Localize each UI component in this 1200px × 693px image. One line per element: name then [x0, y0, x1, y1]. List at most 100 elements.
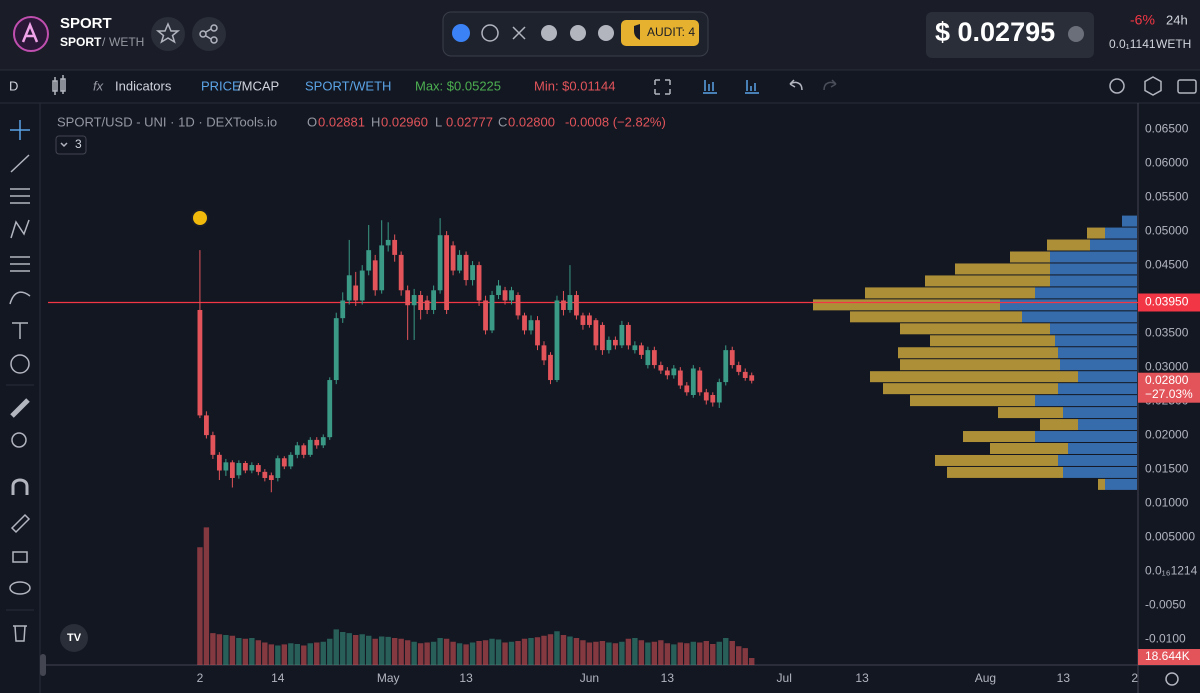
x-tick-label: 14: [271, 671, 285, 685]
plot: [48, 215, 1138, 665]
candle-body: [392, 239, 398, 255]
high-value: 0.02960: [381, 114, 428, 129]
trash-tool[interactable]: [13, 625, 27, 642]
volume-bar: [612, 643, 619, 665]
line-tool[interactable]: [10, 154, 30, 173]
candle-body: [509, 290, 514, 301]
volume-bar: [340, 632, 346, 665]
volume-bar: [242, 638, 249, 665]
pair-toggle[interactable]: SPORT/WETH: [305, 78, 391, 93]
candle-body: [223, 462, 229, 471]
volume-bar: [632, 638, 638, 665]
more-icon[interactable]: [598, 25, 614, 41]
volume-bar: [229, 635, 236, 665]
volume-bar: [690, 641, 697, 665]
volume-bar: [684, 643, 690, 665]
visibility-tool[interactable]: [9, 581, 31, 595]
undo-icon[interactable]: [789, 79, 803, 91]
pair-quote: WETH: [109, 35, 144, 49]
axis-settings-icon[interactable]: [1165, 672, 1179, 686]
draw-lock-tool[interactable]: [10, 513, 31, 534]
indicator-count: 3: [75, 137, 82, 151]
candle-body: [450, 245, 456, 271]
x-tick-label: Aug: [975, 671, 996, 685]
alert-icon[interactable]: [1109, 78, 1125, 94]
candle-body: [405, 290, 411, 306]
profile-icon[interactable]: [745, 80, 759, 94]
price-toggle[interactable]: PRICE: [201, 78, 241, 93]
profile-down: [1060, 359, 1137, 371]
volume-bar: [658, 640, 664, 665]
crosshair-tool[interactable]: [10, 120, 30, 140]
telegram-icon[interactable]: [541, 25, 557, 41]
profile-down: [1058, 454, 1137, 466]
mcap-toggle[interactable]: /MCAP: [238, 78, 279, 93]
volume-icon[interactable]: [703, 80, 717, 94]
volume-bar: [411, 641, 417, 665]
volume-bar: [223, 635, 229, 665]
volume-bar: [288, 643, 294, 665]
chart-type-icon[interactable]: [52, 75, 66, 95]
ruler-tool[interactable]: [10, 398, 30, 418]
y-tick-label: 0.05000: [1145, 223, 1189, 237]
lock-tool[interactable]: [12, 551, 28, 563]
price: $ 0.02795: [935, 17, 1055, 47]
text-tool[interactable]: [12, 322, 28, 339]
volume-bar: [502, 642, 508, 665]
indicator-toggle[interactable]: [55, 135, 87, 155]
pair-base: SPORT: [60, 35, 102, 49]
candle-body: [483, 300, 488, 331]
volume-bar: [742, 648, 748, 665]
candle-body: [229, 462, 235, 478]
emoji-tool[interactable]: [10, 354, 30, 374]
volume-bar: [333, 629, 339, 665]
volume-bar: [450, 641, 456, 665]
candle-body: [476, 265, 482, 301]
pattern-tool[interactable]: [10, 219, 30, 239]
candle-body: [528, 320, 534, 331]
magnet-tool[interactable]: [11, 478, 29, 495]
event-marker[interactable]: [191, 209, 209, 227]
volume-bar: [314, 642, 320, 665]
candle-body: [340, 300, 346, 319]
volume-bar: [489, 638, 495, 665]
candle-body: [522, 315, 527, 331]
candle-body: [431, 290, 437, 310]
fib-tool[interactable]: [10, 188, 30, 204]
share-button[interactable]: [192, 17, 226, 51]
y-tick-label: 0.03500: [1145, 325, 1189, 339]
candle-body: [684, 385, 690, 393]
candle-body: [606, 339, 612, 351]
x-tick-label: 13: [661, 671, 675, 685]
fullscreen-icon[interactable]: [654, 79, 671, 95]
candle-body: [736, 365, 742, 372]
volume-bar: [301, 645, 307, 665]
other-icon[interactable]: [570, 25, 586, 41]
volume-bar: [534, 637, 541, 665]
indicators-button[interactable]: Indicators: [115, 78, 172, 93]
projection-tool[interactable]: [10, 256, 30, 272]
chain-icon[interactable]: [452, 24, 470, 42]
brush-tool[interactable]: [9, 291, 31, 305]
zoom-tool[interactable]: [11, 432, 27, 448]
audit-badge[interactable]: [621, 20, 699, 46]
candle-body: [710, 395, 716, 403]
camera-icon[interactable]: [1177, 79, 1197, 94]
profile-up: [813, 299, 1000, 311]
candle-body: [255, 465, 261, 472]
volume-bar: [508, 641, 515, 665]
tradingview-logo[interactable]: [60, 624, 88, 652]
interval[interactable]: D: [9, 78, 18, 93]
x-icon[interactable]: [512, 26, 526, 40]
info-icon[interactable]: [1068, 26, 1084, 42]
candle-body: [632, 345, 638, 351]
volume-bar: [372, 638, 378, 665]
y-tick-label: 0.05500: [1145, 189, 1189, 203]
website-icon[interactable]: [481, 24, 499, 42]
candle-body: [587, 315, 592, 325]
volume-bar: [359, 634, 365, 665]
favorite-button[interactable]: [151, 17, 185, 51]
settings-icon[interactable]: [1144, 76, 1162, 96]
redo-icon[interactable]: [823, 79, 837, 91]
